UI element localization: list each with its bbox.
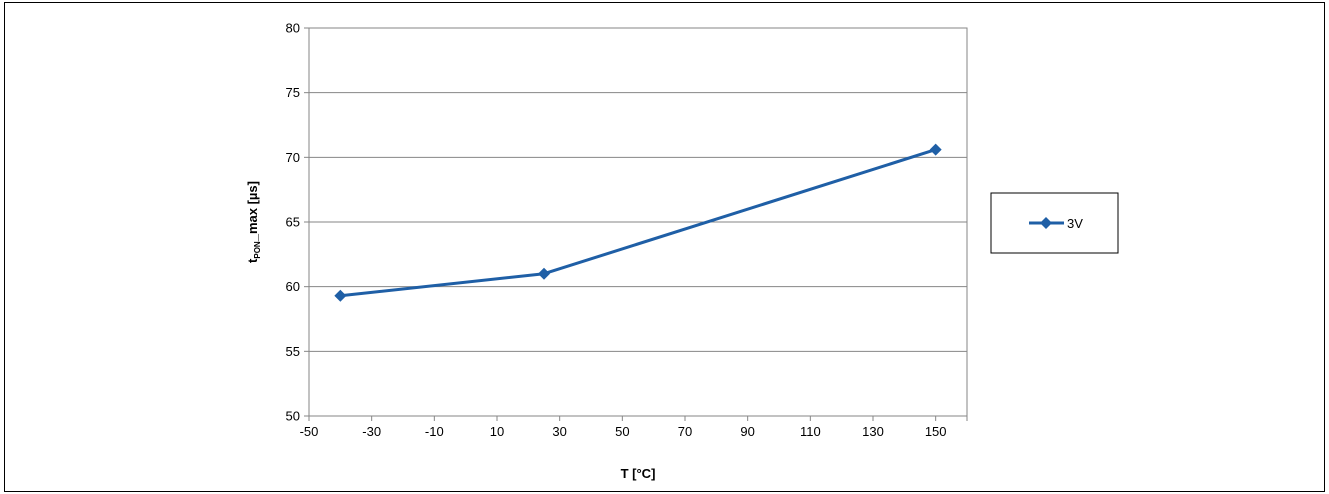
y-tick-label: 50: [286, 409, 300, 424]
data-point: [929, 143, 942, 156]
x-tick-label: 30: [552, 424, 566, 439]
x-tick-label: -50: [300, 424, 319, 439]
y-axis-title-subscript: PON: [253, 241, 262, 259]
y-axis-title-main: t: [245, 258, 260, 263]
x-tick-label: 10: [490, 424, 504, 439]
y-axis-title-rest: _max [µs]: [245, 181, 260, 242]
x-axis-ticks: -50 -30 -10 10 30 50 70 90 110 130 150: [300, 416, 968, 439]
x-axis-title: T [°C]: [621, 466, 656, 481]
legend-series-marker: [1040, 217, 1052, 229]
data-point: [538, 267, 550, 280]
x-tick-label: 110: [800, 424, 821, 439]
y-tick-label: 80: [286, 21, 300, 36]
y-tick-label: 60: [286, 279, 300, 294]
data-point: [334, 289, 347, 302]
series-layer: [334, 143, 942, 302]
y-tick-label: 70: [286, 150, 300, 165]
x-tick-label: 70: [678, 424, 692, 439]
y-tick-label: 75: [286, 85, 300, 100]
x-tick-label: -10: [425, 424, 444, 439]
grid-lines: [309, 92, 967, 352]
y-tick-label: 65: [286, 215, 300, 230]
x-tick-label: 90: [740, 424, 754, 439]
series-line: [340, 148, 937, 298]
y-tick-label: 55: [286, 344, 300, 359]
x-tick-label: -30: [362, 424, 381, 439]
legend: 3V: [990, 192, 1119, 254]
legend-series-label: 3V: [1067, 216, 1083, 231]
x-tick-label: 130: [862, 424, 884, 439]
y-axis-title: tPON_max [µs]: [245, 181, 262, 263]
y-axis-ticks: 50 55 60 65 70 75 80: [286, 21, 309, 424]
x-tick-label: 50: [615, 424, 629, 439]
x-tick-label: 150: [925, 424, 947, 439]
